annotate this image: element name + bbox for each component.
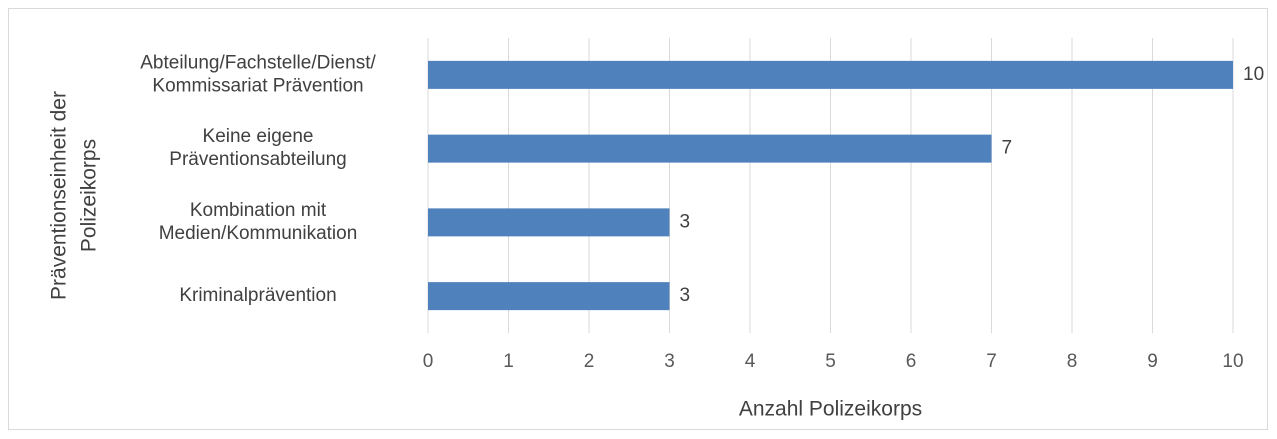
x-tick-label: 3 [664,351,675,372]
x-tick-label: 9 [1147,351,1158,372]
x-tick-label: 8 [1067,351,1078,372]
value-label: 3 [680,211,691,232]
y-tick-label: Kriminalprävention [179,285,336,306]
x-tick-label: 4 [745,351,756,372]
bar [428,208,670,237]
bar [428,134,992,163]
x-tick-label: 0 [423,351,434,372]
y-axis-title: Polizeikorps [78,139,101,252]
y-axis-title: Präventionseinheit der [48,91,71,300]
value-label: 7 [1002,138,1013,159]
y-tick-label: Keine eigene [203,126,314,147]
y-tick-label: Medien/Kommunikation [159,223,358,244]
y-tick-label: Präventionsabteilung [169,149,346,170]
y-tick-label: Abteilung/Fachstelle/Dienst/ [140,52,376,73]
x-tick-label: 7 [986,351,997,372]
value-label: 3 [680,285,691,306]
y-tick-label: Kommissariat Prävention [152,75,363,96]
x-tick-label: 5 [825,351,836,372]
x-axis-title: Anzahl Polizeikorps [739,398,922,421]
y-tick-label: Kombination mit [190,200,327,221]
x-tick-label: 6 [906,351,917,372]
x-tick-label: 2 [584,351,595,372]
bar [428,282,670,311]
bar [428,60,1233,89]
value-label: 10 [1243,64,1264,85]
x-tick-label: 1 [503,351,514,372]
x-tick-label: 10 [1222,351,1243,372]
